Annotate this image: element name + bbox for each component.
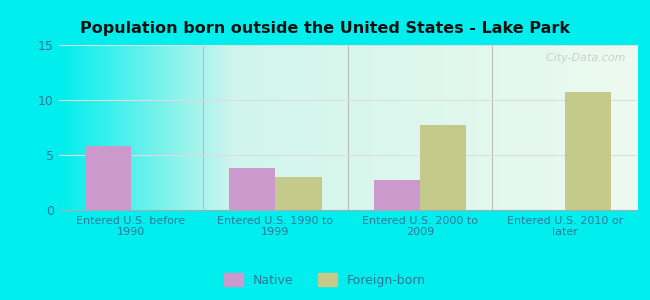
Bar xyxy=(276,177,322,210)
Legend: Native, Foreign-born: Native, Foreign-born xyxy=(220,270,430,291)
Text: City-Data.com: City-Data.com xyxy=(539,53,625,63)
Bar xyxy=(84,146,131,210)
Bar xyxy=(420,125,466,210)
Bar xyxy=(374,180,420,210)
Bar xyxy=(229,168,276,210)
Bar xyxy=(565,92,611,210)
Text: Population born outside the United States - Lake Park: Population born outside the United State… xyxy=(80,21,570,36)
